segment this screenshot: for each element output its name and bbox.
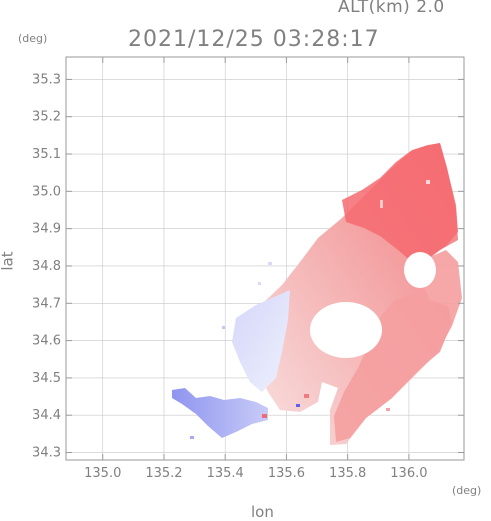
y-axis-ticks: 34.3 34.4 34.5 34.6 34.7 34.8 34.9 35.0 35.1 35.2… — [32, 72, 464, 461]
echo-region-north — [342, 143, 458, 262]
echo-region-east — [334, 250, 462, 442]
timestamp-title: 2021/12/25 03:28:17 — [128, 27, 380, 52]
x-axis-unit: (deg) — [452, 484, 482, 497]
x-tick-label: 135.2 — [145, 466, 182, 481]
y-tick-label: 34.4 — [32, 408, 61, 423]
y-tick-label: 35.1 — [32, 147, 61, 162]
plot-frame — [65, 56, 465, 461]
y-axis-unit: (deg) — [18, 32, 48, 45]
x-tick-label: 135.0 — [84, 466, 121, 481]
clear-area-center — [310, 302, 382, 358]
y-tick-label: 34.5 — [32, 371, 61, 386]
echo-region-west — [232, 290, 290, 392]
echo-speckles — [190, 180, 430, 439]
x-tick-label: 135.8 — [329, 466, 366, 481]
y-tick-label: 35.2 — [32, 110, 61, 125]
y-tick-label: 34.3 — [32, 446, 61, 461]
y-tick-label: 34.8 — [32, 259, 61, 274]
altitude-label: ALT(km) 2.0 — [338, 0, 445, 17]
y-tick-label: 34.7 — [32, 296, 61, 311]
y-tick-label: 34.9 — [32, 222, 61, 237]
echo-region-southwest — [172, 388, 268, 438]
y-tick-label: 35.0 — [32, 184, 61, 199]
x-axis-label: lon — [251, 503, 274, 521]
x-tick-label: 135.4 — [207, 466, 244, 481]
radar-echo-field — [172, 143, 462, 445]
x-tick-label: 136.0 — [390, 466, 427, 481]
x-tick-label: 135.6 — [268, 466, 305, 481]
y-tick-label: 35.3 — [32, 72, 61, 87]
x-axis-ticks: 135.0 135.2 135.4 135.6 135.8 136.0 — [84, 57, 428, 481]
y-tick-label: 34.6 — [32, 334, 61, 349]
clear-area-east — [404, 252, 436, 288]
